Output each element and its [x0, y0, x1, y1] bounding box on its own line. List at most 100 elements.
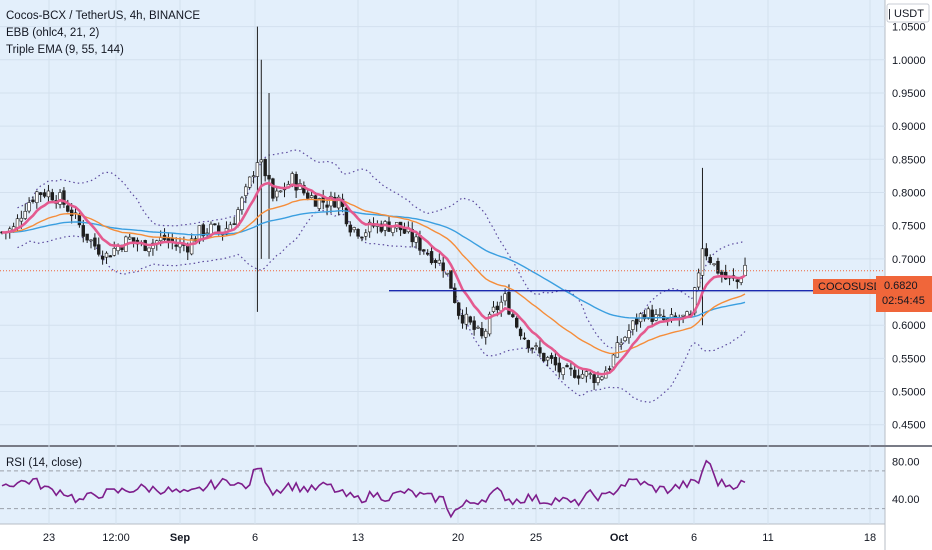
price-axis[interactable]: [885, 0, 932, 550]
time-tick-label: 6: [252, 532, 258, 544]
ebb-indicator-label[interactable]: EBB (ohlc4, 21, 2): [6, 27, 99, 39]
candle-body: [19, 217, 24, 222]
candle-body: [325, 204, 329, 208]
candle-body: [445, 272, 449, 275]
symbol-tag-text: COCOSUSDT: [818, 281, 889, 293]
candle-body: [69, 209, 74, 217]
candle-body: [522, 337, 527, 340]
rsi-tick-label: 80.00: [892, 456, 920, 468]
time-tick-label: 20: [452, 532, 464, 544]
candle-body: [93, 237, 97, 247]
rsi-pane[interactable]: [0, 447, 885, 524]
upper-band: [17, 149, 746, 349]
time-axis[interactable]: [0, 524, 885, 550]
time-tick-label: 23: [43, 532, 55, 544]
price-tick-label: 0.7000: [892, 254, 926, 266]
candle-body: [402, 228, 407, 234]
candle-body: [720, 271, 724, 275]
ema-slow-line: [2, 209, 746, 319]
candle-body: [217, 225, 221, 232]
ema-mid-line: [2, 198, 746, 355]
price-tick-label: 0.9500: [892, 88, 926, 100]
candle-body: [484, 330, 488, 338]
last-price-box: [876, 276, 932, 312]
candle-body: [526, 340, 531, 349]
time-tick-label: 12:00: [102, 532, 130, 544]
candle-body: [561, 367, 565, 375]
time-tick-label: 18: [864, 532, 876, 544]
symbol-price-tag: [813, 279, 876, 294]
candle-body: [487, 313, 492, 335]
candle-body: [294, 174, 298, 191]
candle-body: [456, 302, 461, 316]
price-tick-label: 1.0500: [892, 22, 926, 34]
bollinger-bands: [17, 149, 746, 404]
candle-body: [491, 306, 496, 312]
candle-body: [623, 336, 627, 342]
candle-body: [534, 345, 538, 347]
candle-body: [460, 314, 465, 324]
candle-body: [147, 247, 151, 252]
candle-body: [592, 374, 596, 384]
candle-body: [309, 195, 314, 198]
candle-body: [391, 226, 395, 233]
symbol-title[interactable]: Cocos-BCX / TetherUS, 4h, BINANCE: [6, 10, 200, 22]
time-tick-label: 6: [691, 532, 697, 544]
candle-body: [108, 255, 113, 258]
price-tick-label: 0.8000: [892, 187, 926, 199]
candle-body: [189, 238, 194, 255]
candle-body: [681, 314, 685, 317]
candle-body: [46, 190, 51, 198]
rsi-tick-label: 40.00: [892, 494, 920, 506]
price-tick-label: 0.6000: [892, 320, 926, 332]
candle-body: [112, 248, 116, 256]
candle-body: [174, 244, 178, 247]
candle-body: [553, 356, 558, 366]
candle-body: [480, 327, 484, 337]
candle-body: [542, 352, 546, 362]
candle-body: [38, 192, 43, 195]
candle-body: [128, 236, 132, 240]
time-tick-label: 13: [352, 532, 364, 544]
candle-body: [511, 314, 515, 318]
currency-cursor: |: [888, 8, 891, 20]
candle-body: [503, 293, 507, 302]
candle-body: [712, 263, 716, 266]
candle-body: [634, 318, 639, 325]
triple-ema: [2, 181, 746, 376]
candle-body: [201, 224, 205, 237]
candle-body: [186, 245, 190, 253]
candle-body: [700, 248, 705, 276]
candle-body: [468, 316, 472, 323]
rsi-line: [1, 459, 746, 519]
candle-body: [379, 223, 383, 232]
candle-body: [596, 377, 600, 383]
candle-body: [584, 371, 589, 377]
candle-body: [545, 357, 550, 361]
candle-body: [158, 237, 163, 242]
candle-body: [696, 272, 701, 288]
candle-body: [66, 205, 70, 212]
candle-body: [515, 317, 519, 328]
candle-body: [255, 162, 260, 177]
currency-box[interactable]: [886, 3, 930, 23]
candle-body: [600, 376, 604, 380]
candle-body: [530, 347, 534, 350]
rsi-indicator-label[interactable]: RSI (14, close): [6, 457, 82, 469]
candle-body: [472, 320, 476, 330]
rsi-series: [1, 459, 746, 519]
candle-body: [588, 373, 592, 375]
candle-body: [735, 279, 740, 283]
main-pane[interactable]: [0, 0, 885, 445]
overlay: [0, 270, 885, 292]
tema-indicator-label[interactable]: Triple EMA (9, 55, 144): [6, 44, 124, 56]
candle-countdown: 02:54:45: [882, 295, 925, 307]
candle-body: [658, 314, 662, 316]
price-tick-label: 0.7500: [892, 221, 926, 233]
candle-body: [313, 195, 318, 207]
price-tick-label: 0.4500: [892, 420, 926, 432]
candle-body: [607, 368, 612, 370]
candle-body: [81, 225, 85, 237]
